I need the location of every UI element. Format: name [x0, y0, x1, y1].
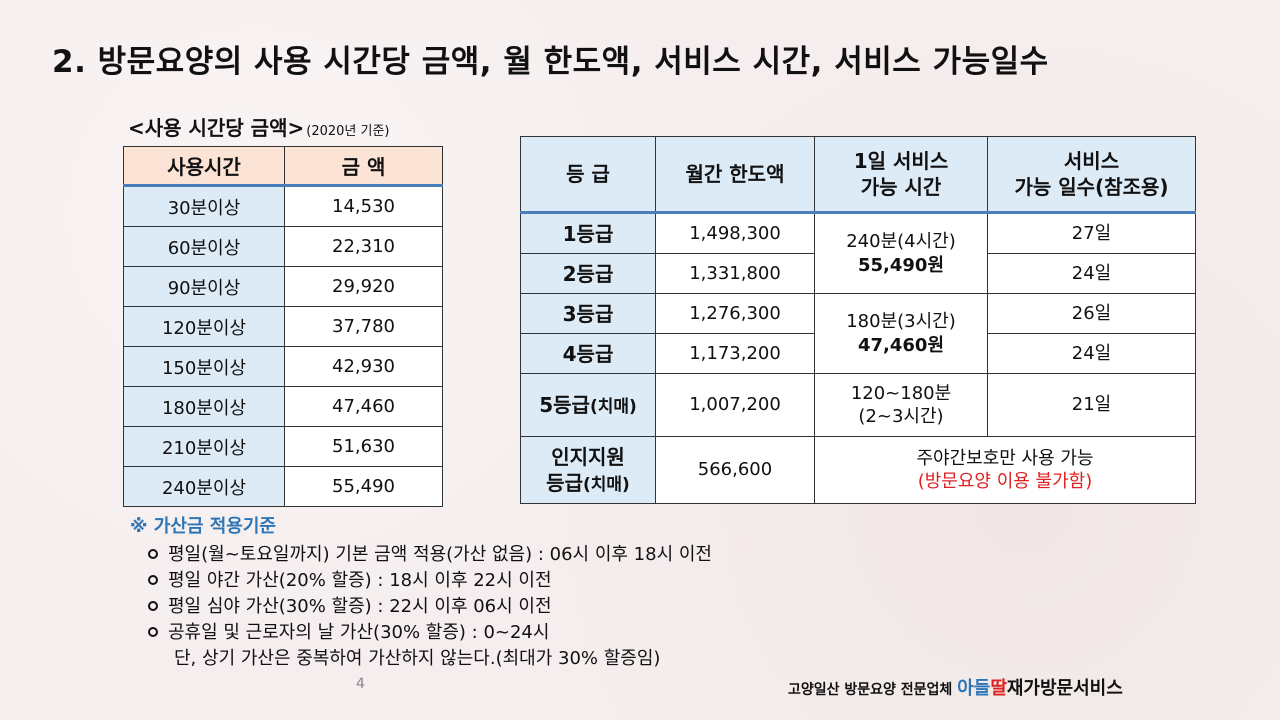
table-row: 240분이상 55,490: [123, 466, 443, 507]
table-row: 30분이상 14,530: [123, 185, 443, 227]
hourly-table-caption: <사용 시간당 금액> (2020년 기준): [128, 112, 390, 141]
time-cell: 210분이상: [123, 426, 285, 467]
table-row: 60분이상 22,310: [123, 226, 443, 267]
days-cell: 27일: [987, 212, 1196, 254]
col-header-amount: 금 액: [284, 146, 443, 187]
amount-cell: 47,460: [284, 386, 443, 427]
table-header-row: 등 급 월간 한도액 1일 서비스 가능 시간 서비스 가능 일수(참조용): [520, 136, 1196, 214]
table-row: 180분이상 47,460: [123, 386, 443, 427]
notes-header: ※ 가산금 적용기준: [130, 516, 276, 537]
table-header-row: 사용시간 금 액: [123, 146, 443, 187]
days-cell: 26일: [987, 293, 1196, 334]
surcharge-notes: ※ 가산금 적용기준 평일(월~토요일까지) 기본 금액 적용(가산 없음) :…: [130, 514, 712, 672]
grade-cell: 3등급: [520, 293, 656, 334]
amount-cell: 29,920: [284, 266, 443, 307]
limit-cell: 1,331,800: [655, 253, 815, 294]
table-row: 4등급 1,173,200 24일: [520, 333, 1196, 374]
table-row: 90분이상 29,920: [123, 266, 443, 307]
time-cell: 120분이상: [123, 306, 285, 347]
time-cell: 240분(4시간) 55,490원: [814, 212, 988, 294]
year-note: (2020년 기준): [306, 124, 390, 139]
table-row: 210분이상 51,630: [123, 426, 443, 467]
time-cell: 90분이상: [123, 266, 285, 307]
amount-cell: 22,310: [284, 226, 443, 267]
table-row: 5등급(치매) 1,007,200 120~180분 (2~3시간) 21일: [520, 373, 1196, 437]
amount-cell: 37,780: [284, 306, 443, 347]
grade-cell: 5등급(치매): [520, 373, 656, 437]
table-row: 1등급 1,498,300 240분(4시간) 55,490원 27일: [520, 212, 1196, 294]
grade-cell: 1등급: [520, 212, 656, 254]
limit-cell: 566,600: [655, 436, 815, 504]
table-row: 150분이상 42,930: [123, 346, 443, 387]
grade-cell: 2등급: [520, 253, 656, 294]
days-cell: 24일: [987, 253, 1196, 294]
time-cell: 60분이상: [123, 226, 285, 267]
table-row: 인지지원 등급(치매) 566,600 주야간보호만 사용 가능 (방문요양 이…: [520, 436, 1196, 504]
grade-cell: 인지지원 등급(치매): [520, 436, 656, 504]
amount-cell: 51,630: [284, 426, 443, 467]
time-cell: 30분이상: [123, 185, 285, 227]
circle-bullet-icon: [148, 627, 158, 637]
hourly-rate-table: 사용시간 금 액 30분이상 14,530 60분이상 22,310 90분이상 29…: [123, 146, 443, 507]
limit-cell: 1,498,300: [655, 212, 815, 254]
list-item: 공휴일 및 근로자의 날 가산(30% 할증) : 0~24시: [148, 620, 712, 646]
notes-continuation: 단, 상기 가산은 중복하여 가산하지 않는다.(최대가 30% 할증임): [174, 648, 661, 669]
circle-bullet-icon: [148, 601, 158, 611]
table-row: 3등급 1,276,300 180분(3시간) 47,460원 26일: [520, 293, 1196, 374]
col-header-grade: 등 급: [520, 136, 656, 214]
col-header-daily-time: 1일 서비스 가능 시간: [814, 136, 988, 214]
list-item: 평일 야간 가산(20% 할증) : 18시 이후 22시 이전: [148, 568, 712, 594]
amount-cell: 42,930: [284, 346, 443, 387]
col-header-monthly-limit: 월간 한도액: [655, 136, 815, 214]
grade-table: 등 급 월간 한도액 1일 서비스 가능 시간 서비스 가능 일수(참조용) 1…: [520, 136, 1196, 504]
circle-bullet-icon: [148, 575, 158, 585]
limit-cell: 1,173,200: [655, 333, 815, 374]
col-header-days: 서비스 가능 일수(참조용): [987, 136, 1196, 214]
list-item: 평일 심야 가산(30% 할증) : 22시 이후 06시 이전: [148, 594, 712, 620]
page-number: 4: [356, 676, 365, 692]
col-header-time: 사용시간: [123, 146, 285, 187]
time-cell: 120~180분 (2~3시간): [814, 373, 988, 437]
time-cell: 150분이상: [123, 346, 285, 387]
hourly-table-title: <사용 시간당 금액>: [128, 116, 305, 140]
limit-cell: 1,007,200: [655, 373, 815, 437]
time-cell: 180분(3시간) 47,460원: [814, 293, 988, 374]
page-title: 2. 방문요양의 사용 시간당 금액, 월 한도액, 서비스 시간, 서비스 가…: [52, 44, 1049, 80]
amount-cell: 14,530: [284, 185, 443, 227]
footer-brand: 고양일산 방문요양 전문업체 아들딸재가방문서비스: [788, 678, 1123, 699]
list-item: 평일(월~토요일까지) 기본 금액 적용(가산 없음) : 06시 이후 18시…: [148, 542, 712, 568]
circle-bullet-icon: [148, 549, 158, 559]
grade-cell: 4등급: [520, 333, 656, 374]
amount-cell: 55,490: [284, 466, 443, 507]
time-cell: 180분이상: [123, 386, 285, 427]
table-row: 120분이상 37,780: [123, 306, 443, 347]
cognitive-note-cell: 주야간보호만 사용 가능 (방문요양 이용 불가함): [814, 436, 1196, 504]
days-cell: 24일: [987, 333, 1196, 374]
time-cell: 240분이상: [123, 466, 285, 507]
days-cell: 21일: [987, 373, 1196, 437]
limit-cell: 1,276,300: [655, 293, 815, 334]
